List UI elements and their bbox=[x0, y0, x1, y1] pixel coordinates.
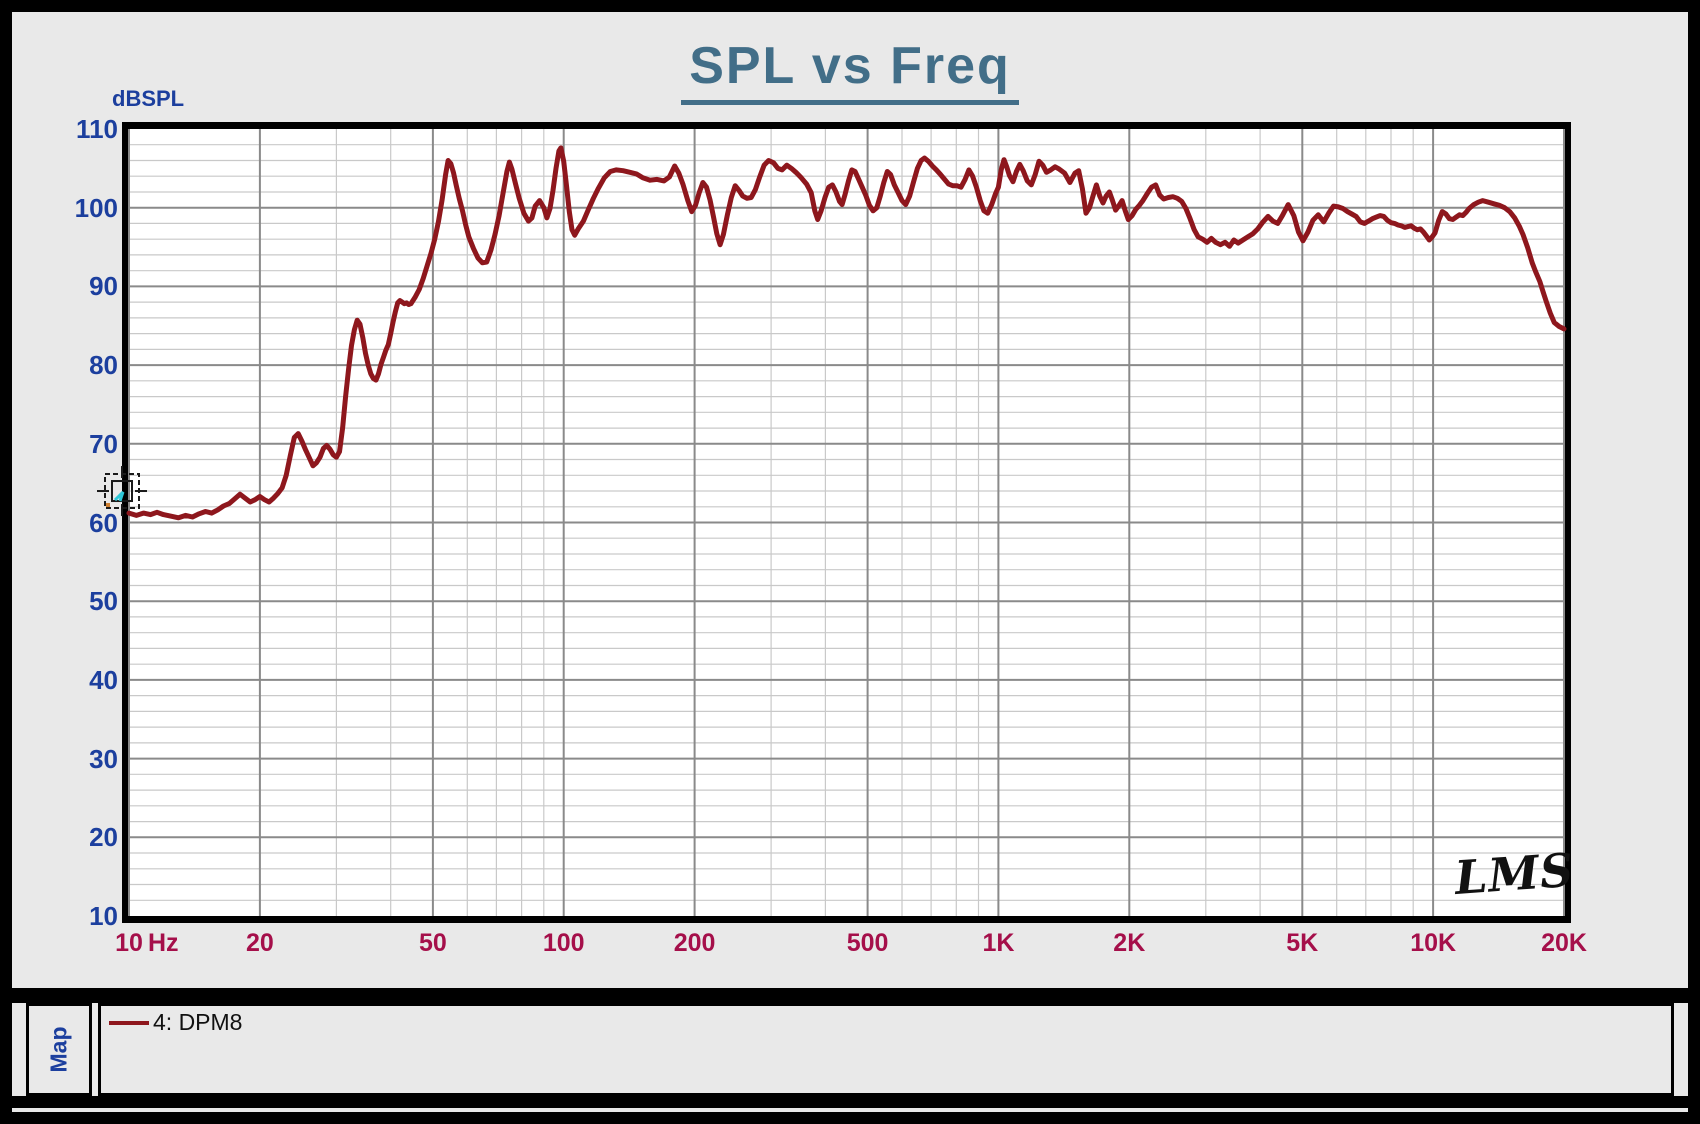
lms-watermark: LMS bbox=[1451, 843, 1576, 905]
x-tick-label: 2K bbox=[1113, 929, 1146, 957]
legend-panel: 4: DPM8 bbox=[98, 1003, 1674, 1096]
y-tick-label: 60 bbox=[89, 507, 118, 538]
x-tick-label: 10K bbox=[1410, 929, 1457, 957]
plot-svg: LMS bbox=[97, 129, 1576, 916]
map-panel-label: Map bbox=[45, 1026, 72, 1073]
legend-entry-label[interactable]: 4: DPM8 bbox=[153, 1009, 243, 1035]
y-tick-label: 80 bbox=[89, 350, 118, 381]
y-tick-label: 30 bbox=[89, 743, 118, 774]
y-tick-label: 40 bbox=[89, 664, 118, 695]
cursor-marker[interactable] bbox=[97, 466, 147, 517]
x-tick-label: 20K bbox=[1541, 929, 1587, 957]
chart-title-row: SPL vs Freq bbox=[0, 36, 1700, 105]
chart-title: SPL vs Freq bbox=[681, 36, 1019, 105]
plot-area[interactable]: LMS bbox=[97, 122, 1576, 923]
x-tick-label: 50 bbox=[418, 929, 447, 957]
y-tick-label: 90 bbox=[89, 271, 118, 302]
y-tick-label: 10 bbox=[89, 901, 118, 931]
y-tick-label: 50 bbox=[89, 586, 118, 617]
x-tick-label: 500 bbox=[846, 929, 889, 957]
x-tick-label: 5K bbox=[1286, 929, 1319, 957]
x-tick-label: 1K bbox=[982, 929, 1015, 957]
spl-curve bbox=[126, 145, 1567, 521]
legend-line-swatch bbox=[109, 1021, 149, 1025]
y-tick-label: 100 bbox=[74, 192, 118, 223]
y-tick-label: 70 bbox=[89, 428, 118, 459]
x-tick-label: 200 bbox=[673, 929, 716, 957]
y-axis-unit-label: dBSPL bbox=[112, 86, 185, 111]
legend-separator-band bbox=[12, 988, 1688, 1003]
x-tick-label: 10 bbox=[115, 929, 143, 957]
x-tick-label: 100 bbox=[542, 929, 585, 957]
y-tick-label: 20 bbox=[89, 822, 118, 853]
x-axis-unit-label: Hz bbox=[148, 929, 179, 957]
x-tick-label: 20 bbox=[245, 929, 274, 957]
legend-bottom-band bbox=[12, 1096, 1688, 1108]
map-panel[interactable]: Map bbox=[26, 1003, 92, 1096]
y-tick-label: 110 bbox=[76, 114, 118, 144]
